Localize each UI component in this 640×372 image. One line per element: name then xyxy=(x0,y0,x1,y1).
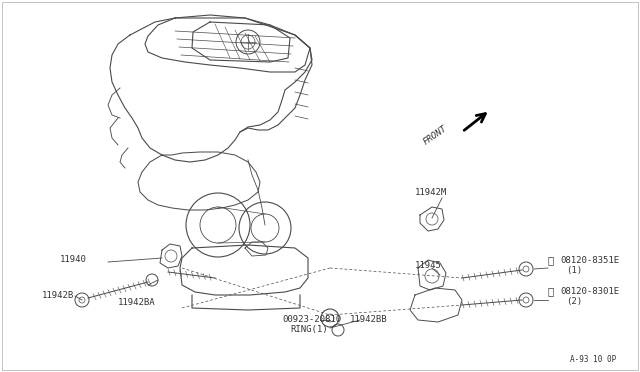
Text: 08120-8301E: 08120-8301E xyxy=(560,287,619,296)
Text: 11942BA: 11942BA xyxy=(118,298,156,307)
Text: 11945: 11945 xyxy=(415,261,442,270)
Text: 11942B: 11942B xyxy=(42,291,74,300)
Text: Ⓑ: Ⓑ xyxy=(548,286,554,296)
Text: Ⓑ: Ⓑ xyxy=(548,255,554,265)
Text: 08120-8351E: 08120-8351E xyxy=(560,256,619,265)
Text: (2): (2) xyxy=(566,297,582,306)
Text: 11940: 11940 xyxy=(60,255,87,264)
Text: 00923-20810: 00923-20810 xyxy=(282,315,341,324)
Text: (1): (1) xyxy=(566,266,582,275)
Text: 11942M: 11942M xyxy=(415,188,447,197)
Text: RING(1): RING(1) xyxy=(290,325,328,334)
Text: FRONT: FRONT xyxy=(422,124,449,147)
Text: A-93 10 0P: A-93 10 0P xyxy=(570,355,616,364)
Text: 11942BB: 11942BB xyxy=(350,315,388,324)
